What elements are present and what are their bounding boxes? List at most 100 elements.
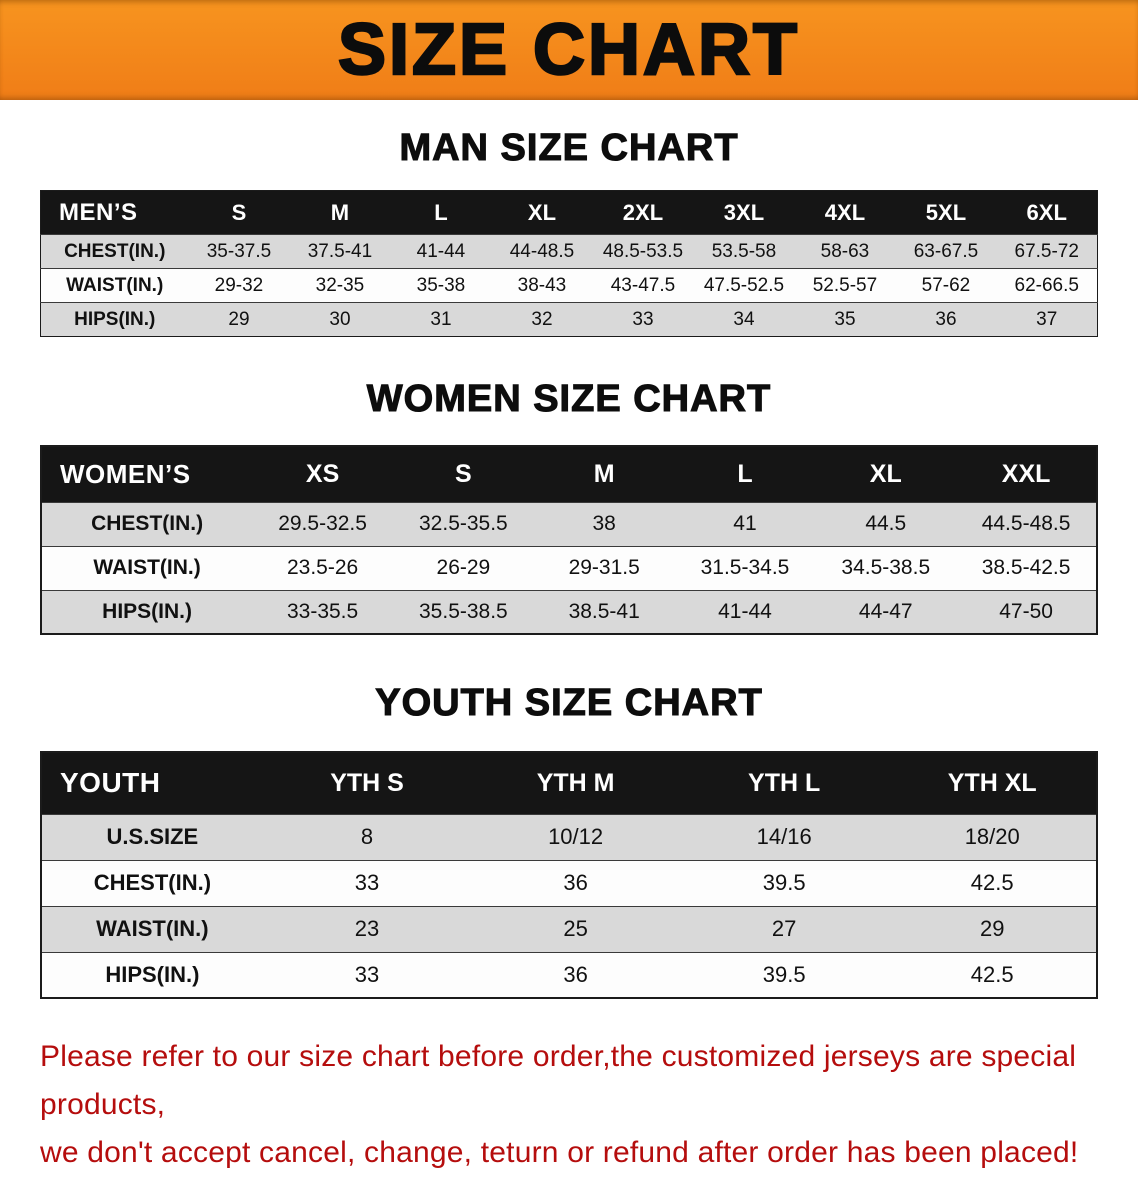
table-title-cell: WOMEN’S	[41, 446, 253, 502]
value-cell: 47.5-52.5	[703, 274, 785, 296]
size-header-cell: M	[289, 190, 391, 235]
youth-section-heading: YOUTH SIZE CHART	[375, 681, 763, 724]
value-cell: 38.5-41	[568, 599, 640, 623]
value-cell: 33	[632, 308, 654, 330]
value-cell: 26-29	[436, 556, 491, 579]
table-row: CHEST(IN.) 33 36 39.5 42.5	[41, 860, 1097, 906]
value-cell: 31	[430, 308, 452, 330]
value-cell: 35-37.5	[206, 240, 272, 262]
value-cell: 47-50	[999, 599, 1053, 623]
value-cell: 23.5-26	[286, 556, 359, 579]
value-cell: 35-38	[416, 274, 466, 296]
header-row: WOMEN’S XS S M L XL XXL	[41, 446, 1097, 502]
men-size-section: MAN SIZE CHART MEN’S S M L XL 2XL 3XL 4XL 5XL 6XL…	[0, 126, 1138, 337]
table-row: WAIST(IN.) 23.5-26 26-29 29-31.5 31.5-34.5 34…	[41, 546, 1097, 590]
men-size-table: MEN’S S M L XL 2XL 3XL 4XL 5XL 6XL CHEST(IN.) 35-37…	[40, 190, 1098, 337]
value-cell: 25	[563, 916, 588, 941]
youth-size-table: YOUTH YTH S YTH M YTH L YTH XL U.S.SIZE 8 10/12…	[40, 751, 1098, 999]
value-cell: 44-48.5	[509, 240, 575, 262]
row-label-cell: HIPS(IN.)	[102, 599, 193, 623]
value-cell: 57-62	[921, 274, 971, 296]
value-cell: 33	[354, 870, 380, 895]
value-cell: 34	[733, 308, 755, 330]
value-cell: 33	[354, 961, 380, 987]
value-cell: 34.5-38.5	[841, 556, 931, 579]
value-cell: 31.5-34.5	[700, 556, 790, 579]
value-cell: 36	[935, 308, 957, 330]
banner: SIZE CHART	[0, 0, 1138, 100]
size-header-cell: XS	[252, 446, 393, 502]
value-cell: 37.5-41	[307, 240, 373, 262]
disclaimer-line-1: Please refer to our size chart before or…	[40, 1040, 1077, 1121]
row-label-cell: WAIST(IN.)	[96, 916, 209, 941]
table-row: HIPS(IN.) 33-35.5 35.5-38.5 38.5-41 41-44 44-…	[41, 590, 1097, 634]
value-cell: 38.5-42.5	[981, 556, 1071, 579]
value-cell: 39.5	[762, 870, 806, 895]
value-cell: 42.5	[970, 961, 1014, 987]
size-header-cell: YTH XL	[888, 752, 1097, 814]
value-cell: 41-44	[718, 599, 772, 623]
table-row: HIPS(IN.) 29 30 31 32 33 34 35 36 37	[40, 302, 1098, 337]
value-cell: 35	[834, 308, 856, 330]
value-cell: 38	[592, 512, 616, 535]
value-cell: 58-63	[820, 240, 870, 262]
men-section-heading: MAN SIZE CHART	[399, 126, 739, 169]
table-row: WAIST(IN.) 29-32 32-35 35-38 38-43 43-47.5 47.…	[40, 268, 1098, 303]
value-cell: 23	[354, 916, 380, 941]
table-row: CHEST(IN.) 35-37.5 37.5-41 41-44 44-48.5 48.5…	[40, 234, 1098, 269]
row-label-cell: CHEST(IN.)	[64, 240, 166, 262]
size-header-cell: 4XL	[794, 190, 896, 235]
table-title-cell: YOUTH	[41, 752, 263, 814]
value-cell: 63-67.5	[913, 240, 979, 262]
page-title: SIZE CHART	[337, 10, 800, 90]
value-cell: 41-44	[416, 240, 466, 262]
size-header-cell: 3XL	[693, 190, 795, 235]
size-header-cell: 5XL	[895, 190, 997, 235]
value-cell: 14/16	[756, 824, 812, 849]
size-header-cell: M	[533, 446, 675, 502]
size-header-cell: S	[188, 190, 290, 235]
value-cell: 27	[771, 916, 797, 941]
table-row: CHEST(IN.) 29.5-32.5 32.5-35.5 38 41 44.5 44.5…	[41, 502, 1097, 546]
value-cell: 48.5-53.5	[602, 240, 684, 262]
value-cell: 39.5	[762, 961, 806, 987]
size-header-cell: L	[674, 446, 816, 502]
row-label-cell: U.S.SIZE	[106, 824, 199, 849]
value-cell: 36	[563, 961, 588, 987]
value-cell: 42.5	[970, 870, 1014, 895]
value-cell: 33-35.5	[286, 599, 359, 623]
value-cell: 32	[531, 308, 553, 330]
value-cell: 62-66.5	[1014, 274, 1079, 296]
row-label-cell: HIPS(IN.)	[74, 308, 156, 330]
row-label-cell: WAIST(IN.)	[66, 274, 164, 296]
row-label-cell: WAIST(IN.)	[93, 556, 201, 579]
disclaimer: Please refer to our size chart before or…	[0, 1033, 1138, 1177]
size-header-cell: YTH M	[471, 752, 680, 814]
value-cell: 44-47	[858, 599, 913, 623]
women-size-section: WOMEN SIZE CHART WOMEN’S XS S M L XL XXL CHEST(…	[0, 377, 1138, 635]
size-header-cell: L	[390, 190, 492, 235]
value-cell: 36	[563, 870, 588, 895]
value-cell: 18/20	[964, 824, 1020, 849]
value-cell: 32.5-35.5	[419, 512, 508, 535]
value-cell: 43-47.5	[610, 274, 676, 296]
row-label-cell: CHEST(IN.)	[93, 870, 212, 895]
value-cell: 41	[733, 512, 757, 535]
value-cell: 29-31.5	[568, 556, 640, 579]
header-row: YOUTH YTH S YTH M YTH L YTH XL	[41, 752, 1097, 814]
table-row: WAIST(IN.) 23 25 27 29	[41, 906, 1097, 952]
youth-size-section: YOUTH SIZE CHART YOUTH YTH S YTH M YTH L YTH…	[0, 681, 1138, 999]
row-label-cell: HIPS(IN.)	[105, 961, 200, 987]
value-cell: 29	[228, 308, 250, 330]
value-cell: 53.5-58	[711, 240, 777, 262]
value-cell: 29.5-32.5	[278, 512, 367, 535]
value-cell: 10/12	[548, 824, 604, 849]
value-cell: 67.5-72	[1014, 240, 1079, 262]
size-header-cell: 6XL	[996, 190, 1098, 235]
disclaimer-line-2: we don't accept cancel, change, teturn o…	[40, 1136, 1079, 1169]
value-cell: 44.5	[865, 512, 907, 535]
table-row: HIPS(IN.) 33 36 39.5 42.5	[41, 952, 1097, 998]
size-header-cell: 2XL	[592, 190, 694, 235]
row-label-cell: CHEST(IN.)	[91, 512, 204, 535]
